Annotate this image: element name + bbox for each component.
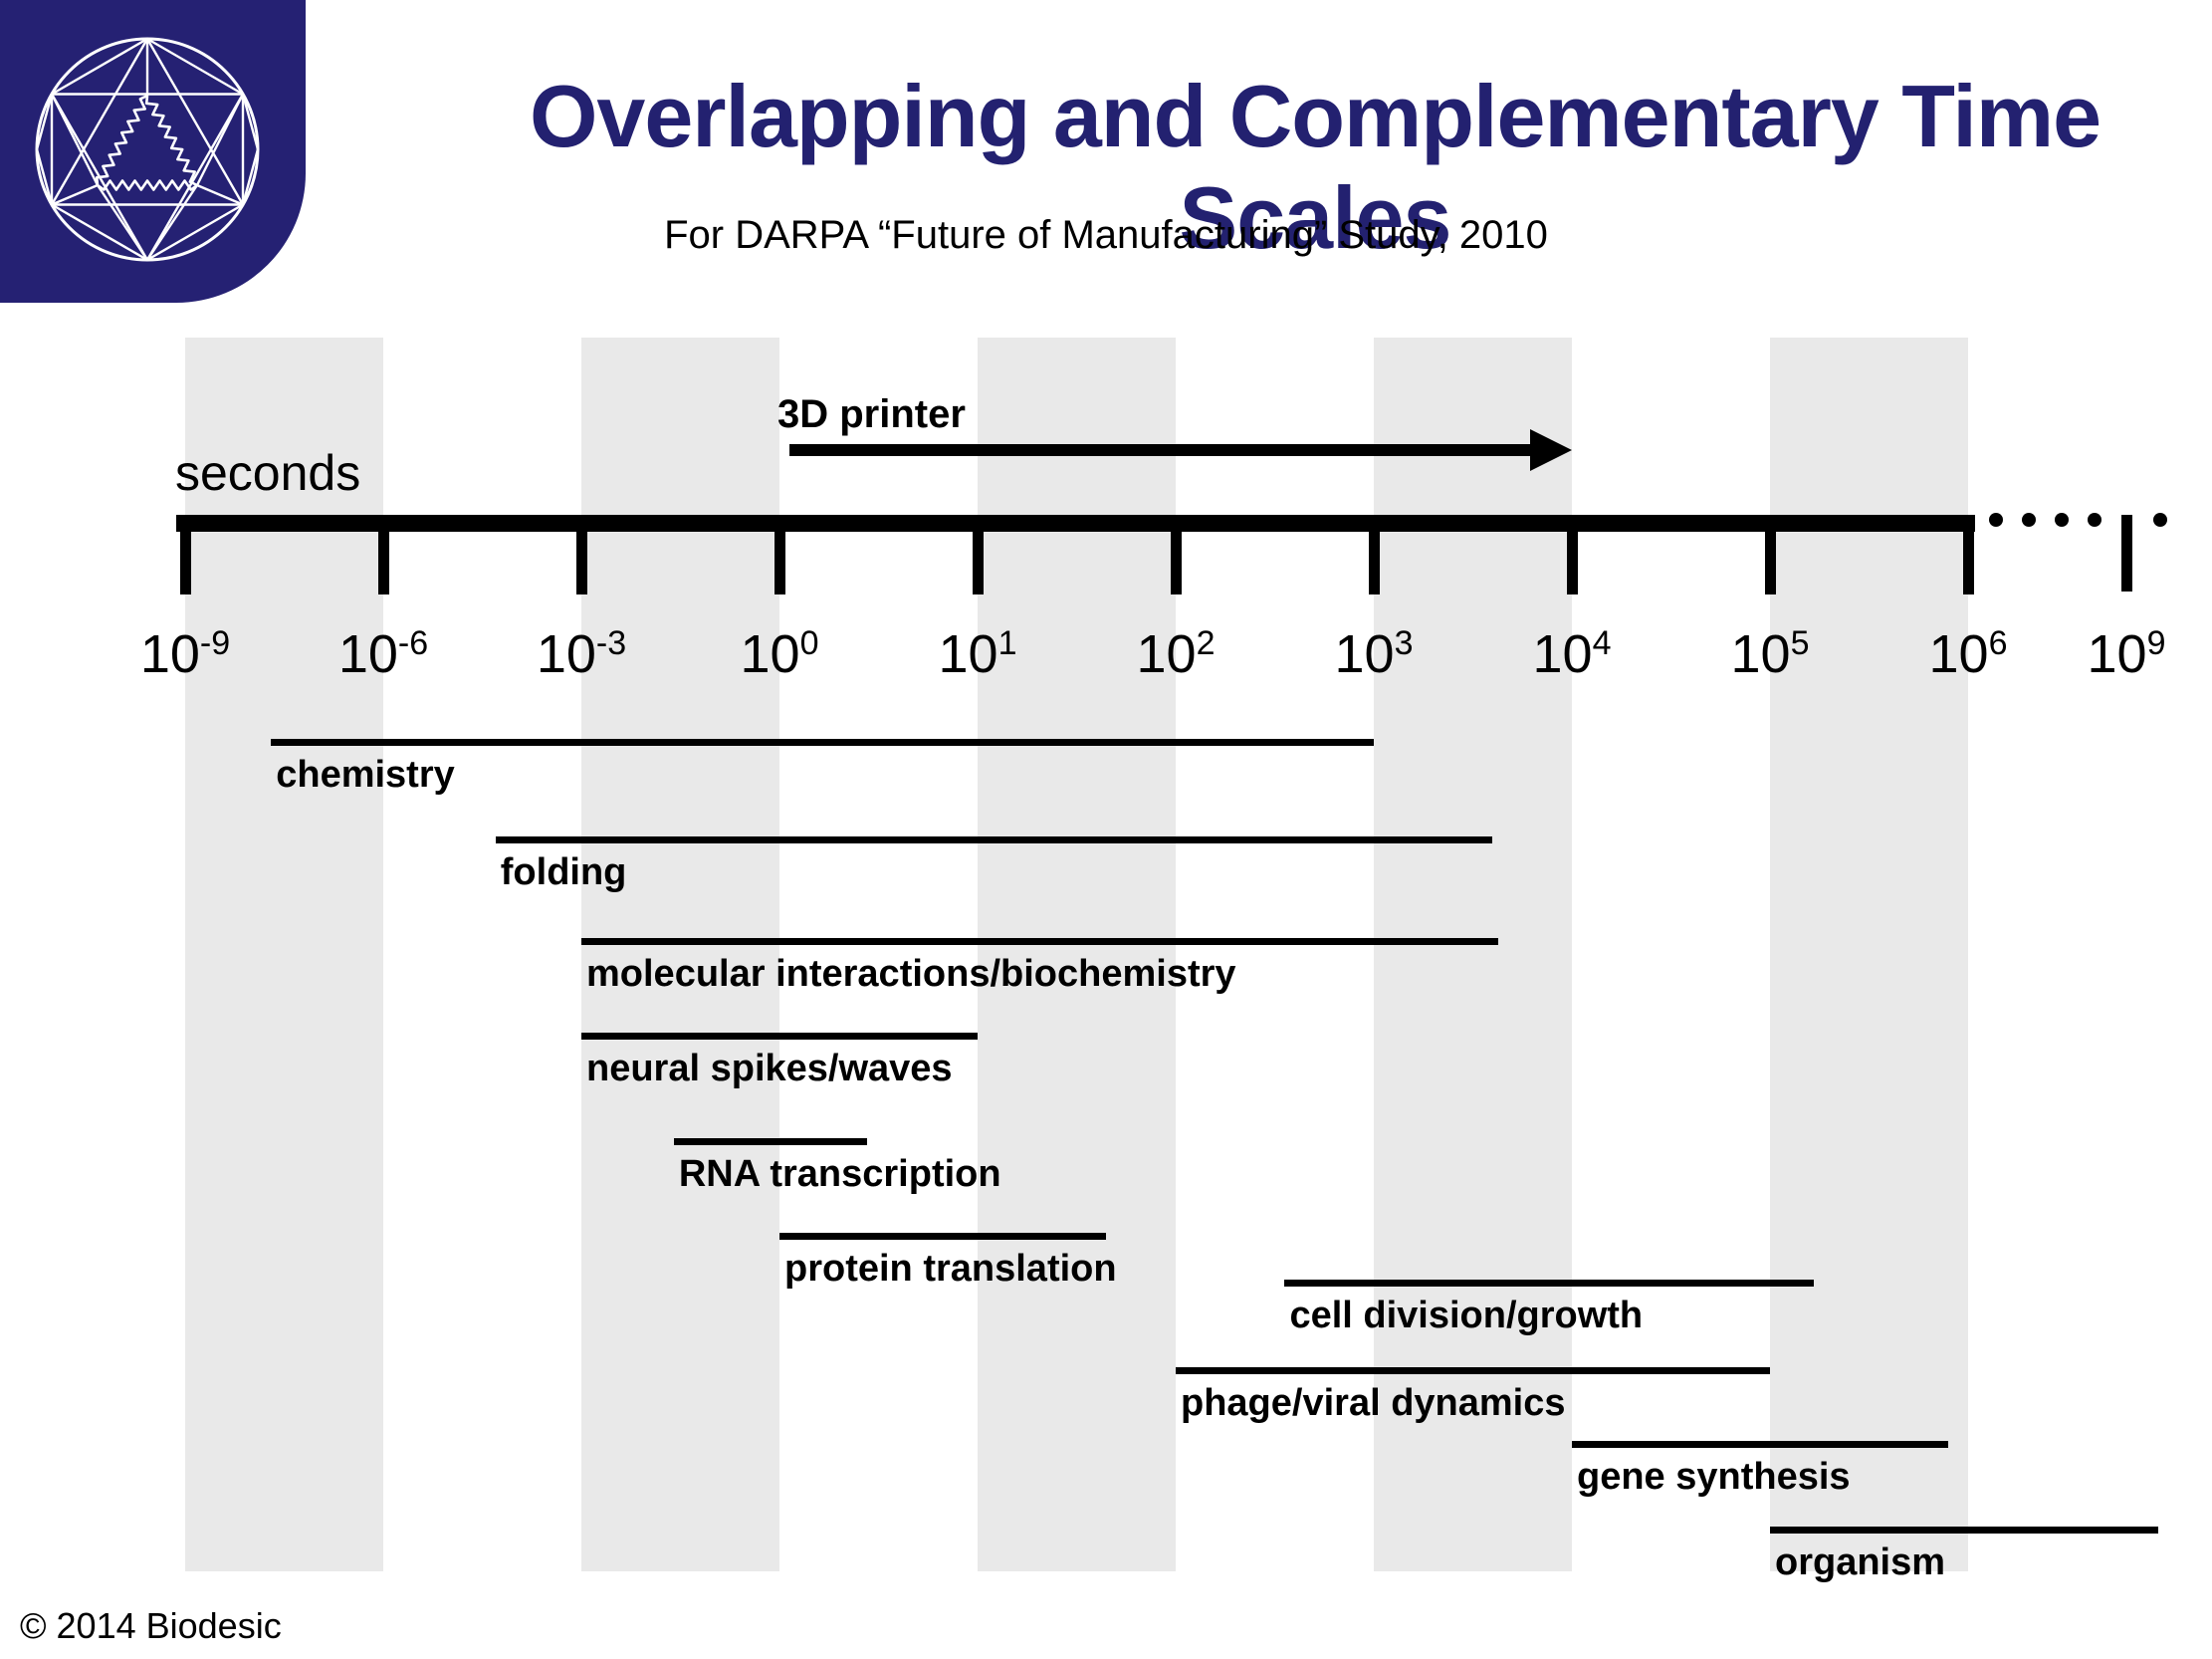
axis-break-dot bbox=[2055, 513, 2069, 527]
axis-tick-10e2 bbox=[1171, 515, 1182, 594]
range-label-phage-viral-dynamics: phage/viral dynamics bbox=[1181, 1382, 1566, 1424]
axis-tick-10e-3 bbox=[576, 515, 587, 594]
axis-tick-label-10e6: 106 bbox=[1928, 624, 2008, 684]
decade-band bbox=[185, 338, 383, 1571]
range-line-chemistry bbox=[271, 739, 1374, 746]
axis-tick-10e3 bbox=[1369, 515, 1380, 594]
axis-tick-label-10e1: 101 bbox=[938, 624, 1017, 684]
biodesic-logo bbox=[0, 0, 306, 303]
range-label-rna-transcription: RNA transcription bbox=[678, 1153, 1001, 1195]
range-line-gene-synthesis bbox=[1572, 1441, 1949, 1448]
axis-tick-10e5 bbox=[1765, 515, 1776, 594]
decade-band bbox=[978, 338, 1176, 1571]
annotation-arrow-shaft bbox=[789, 444, 1530, 456]
range-label-molecular-interactions-biochemistry: molecular interactions/biochemistry bbox=[586, 953, 1236, 995]
page-subtitle: For DARPA “Future of Manufacturing” Stud… bbox=[664, 213, 1548, 257]
page-title: Overlapping and Complementary Time Scale… bbox=[529, 67, 2101, 267]
range-line-molecular-interactions-biochemistry bbox=[581, 938, 1499, 945]
axis-tick-10e0 bbox=[774, 515, 785, 594]
range-label-cell-division-growth: cell division/growth bbox=[1289, 1295, 1644, 1336]
axis-break-dot bbox=[2153, 513, 2167, 527]
range-label-neural-spikes-waves: neural spikes/waves bbox=[586, 1048, 953, 1089]
axis-tick-label-10e9: 109 bbox=[2087, 624, 2166, 684]
annotation-arrow-head-icon bbox=[1530, 429, 1572, 471]
range-line-protein-translation bbox=[779, 1233, 1107, 1240]
axis-tick-10e-9 bbox=[180, 515, 191, 594]
axis-tick-label-10e4: 104 bbox=[1532, 624, 1612, 684]
axis-tick-label-10e0: 100 bbox=[740, 624, 819, 684]
axis-tick-10e6 bbox=[1963, 515, 1974, 594]
axis-break-dot bbox=[2088, 513, 2101, 527]
axis-tick-label-10e-3: 10-3 bbox=[536, 624, 627, 684]
decade-band bbox=[581, 338, 779, 1571]
axis-tick-label-10e2: 102 bbox=[1136, 624, 1216, 684]
time-axis-line bbox=[176, 515, 1975, 532]
axis-tick-10e9 bbox=[2121, 515, 2132, 592]
decade-band bbox=[1374, 338, 1572, 1571]
range-line-folding bbox=[495, 836, 1493, 843]
range-line-organism bbox=[1770, 1527, 2158, 1534]
range-label-folding: folding bbox=[500, 851, 627, 893]
geodesic-sphere-icon bbox=[35, 37, 260, 262]
range-line-phage-viral-dynamics bbox=[1176, 1367, 1770, 1374]
range-line-neural-spikes-waves bbox=[581, 1033, 978, 1040]
range-label-chemistry: chemistry bbox=[276, 754, 455, 796]
annotation-3d-printer-label: 3D printer bbox=[777, 392, 966, 436]
range-line-rna-transcription bbox=[673, 1138, 867, 1145]
range-label-organism: organism bbox=[1775, 1541, 1946, 1583]
axis-tick-label-10e5: 105 bbox=[1730, 624, 1810, 684]
copyright-text: © 2014 Biodesic bbox=[20, 1605, 282, 1646]
axis-tick-label-10e-9: 10-9 bbox=[139, 624, 231, 684]
range-line-cell-division-growth bbox=[1284, 1280, 1814, 1287]
axis-tick-label-10e3: 103 bbox=[1334, 624, 1414, 684]
decade-band bbox=[1770, 338, 1968, 1571]
axis-tick-10e1 bbox=[973, 515, 984, 594]
axis-tick-10e-6 bbox=[378, 515, 389, 594]
range-label-protein-translation: protein translation bbox=[784, 1248, 1117, 1290]
axis-break-dot bbox=[1989, 513, 2003, 527]
axis-tick-10e4 bbox=[1567, 515, 1578, 594]
axis-break-dot bbox=[2022, 513, 2036, 527]
axis-unit-label: seconds bbox=[175, 445, 361, 501]
range-label-gene-synthesis: gene synthesis bbox=[1577, 1456, 1851, 1498]
axis-tick-label-10e-6: 10-6 bbox=[337, 624, 429, 684]
